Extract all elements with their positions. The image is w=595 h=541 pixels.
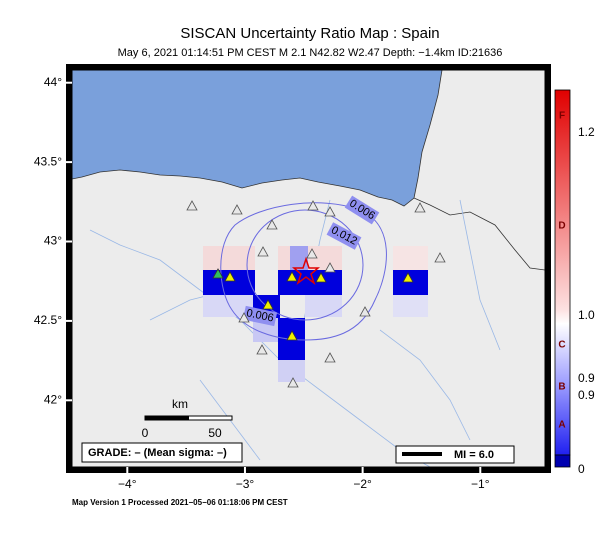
grade-letter: D <box>558 221 565 232</box>
lat-label: 42.5° <box>34 313 62 327</box>
station <box>324 262 336 273</box>
scale-bar: km 0 50 <box>142 397 233 440</box>
station <box>257 246 269 257</box>
grade-letter: B <box>558 382 565 393</box>
cell <box>290 246 308 270</box>
station <box>231 204 243 215</box>
map-title: SISCAN Uncertainty Ratio Map : Spain <box>180 25 439 42</box>
lat-label: 44° <box>44 75 62 89</box>
frame-band <box>545 70 551 467</box>
scale-label: 0 <box>142 426 149 440</box>
contour-label: 0.006 <box>245 307 274 324</box>
lon-label: −4° <box>118 477 137 491</box>
lon-label: −2° <box>353 477 372 491</box>
station <box>359 306 371 317</box>
station <box>256 344 268 355</box>
border <box>413 197 545 271</box>
grade-letter: C <box>558 340 565 351</box>
footer: Map Version 1 Processed 2021−05−06 01:18… <box>72 498 288 507</box>
frame-band <box>66 70 72 467</box>
cell <box>203 246 255 270</box>
legend-line <box>402 452 442 456</box>
station <box>186 200 198 211</box>
colorbar-label: 0.9 <box>578 388 595 402</box>
frame-band <box>66 64 551 70</box>
station <box>238 312 250 323</box>
station <box>287 377 299 388</box>
station <box>262 299 274 310</box>
station <box>315 272 327 283</box>
lon-label: −3° <box>236 477 255 491</box>
grade-letter: F <box>559 111 565 122</box>
cell <box>393 270 428 295</box>
station <box>414 202 426 213</box>
station <box>306 248 318 259</box>
station <box>286 271 298 282</box>
station <box>212 268 224 279</box>
grade-box <box>81 442 243 463</box>
colorbar-label: 0.9 <box>578 371 595 385</box>
axes: −4° −3° −2° −1° 44° 43.5° 43° 42.5° 42° <box>34 64 551 491</box>
contour-labels: 0.006 0.012 0.006 <box>242 195 380 327</box>
event-info: May 6, 2021 01:14:51 PM CEST M 2.1 N42.8… <box>118 47 503 59</box>
legend-text: MI = 6.0 <box>454 449 494 461</box>
grade-text: GRADE: – (Mean sigma: –) <box>88 447 227 459</box>
station <box>402 272 414 283</box>
station <box>324 206 336 217</box>
colorbar-label: 1.2 <box>578 125 595 139</box>
legend-box <box>395 445 515 464</box>
cell <box>305 295 342 317</box>
cell <box>278 360 305 382</box>
colorbar-label: 1.0 <box>578 308 595 322</box>
station <box>286 330 298 341</box>
station <box>266 219 278 230</box>
colorbar: F D C B A 1.2 1.0 0.9 0.9 0 <box>554 89 595 476</box>
lat-label: 42° <box>44 392 62 406</box>
lon-label: −1° <box>471 477 490 491</box>
station <box>434 252 446 263</box>
cell <box>278 270 342 295</box>
station <box>307 200 319 211</box>
map-area: 0.006 0.012 0.006 km 0 50 GRADE: – (Mean… <box>72 70 545 467</box>
station <box>224 271 236 282</box>
lat-label: 43.5° <box>34 154 62 168</box>
sea <box>72 70 443 207</box>
stations <box>186 200 446 388</box>
station <box>324 352 336 363</box>
contours <box>220 202 387 341</box>
cell <box>393 246 428 270</box>
scale-label: 50 <box>208 426 222 440</box>
colorbar-label: 0 <box>578 462 585 476</box>
epicenter <box>291 256 321 286</box>
grade-letter: A <box>558 420 565 431</box>
scale-unit: km <box>172 397 188 411</box>
lat-label: 43° <box>44 234 62 248</box>
frame-band <box>66 467 551 473</box>
cell <box>393 295 428 317</box>
